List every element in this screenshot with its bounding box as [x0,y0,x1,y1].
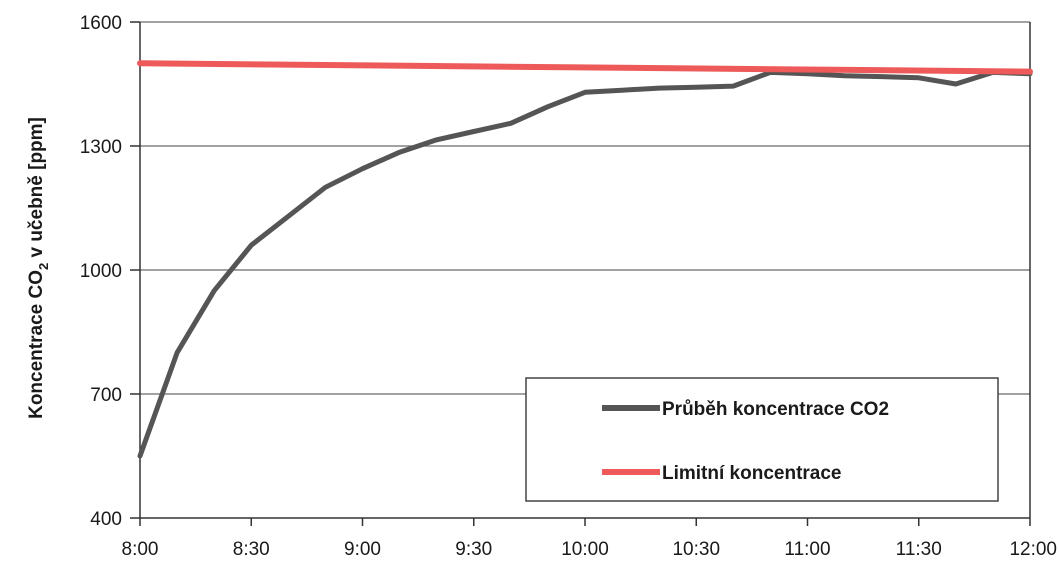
y-tick-label-1000: 1000 [80,261,122,282]
y-tick-labels: 400 700 1000 1300 1600 [80,13,140,530]
legend-box [525,377,999,502]
x-tick-label-0: 8:00 [122,539,159,560]
x-tick-label-7: 11:30 [896,539,942,560]
y-tick-label-400: 400 [90,509,122,530]
legend: Průběh koncentrace CO2 Limitní koncentra… [525,377,999,502]
x-tick-label-8: 12:00 [1009,539,1057,560]
y-axis-label-main: Koncentrace CO [26,270,47,419]
x-tick-label-4: 10:00 [561,539,609,560]
series-line-co2 [137,69,1033,459]
x-tick-label-6: 11:00 [784,539,830,560]
x-tick-label-2: 9:00 [344,539,381,560]
y-axis-label-rest: v učebně [ppm] [26,117,47,263]
x-tick-labels: 8:00 8:30 9:00 9:30 10:00 10:30 11:00 11:30 12:0… [122,518,1057,560]
series-lines [137,60,1033,459]
y-tick-label-1300: 1300 [80,137,122,158]
x-tick-label-1: 8:30 [233,539,270,560]
y-axis-label: Koncentrace CO2 v učebně [ppm] [26,117,51,419]
x-tick-label-3: 9:30 [455,539,492,560]
x-tick-label-5: 10:30 [672,539,720,560]
y-tick-label-700: 700 [90,385,122,406]
y-axis-label-subscript: 2 [36,263,51,270]
y-tick-label-1600: 1600 [80,13,122,34]
legend-label-co2: Průběh koncentrace CO2 [662,399,889,420]
series-line-limit [137,60,1033,75]
legend-label-limit: Limitní koncentrace [662,463,842,484]
